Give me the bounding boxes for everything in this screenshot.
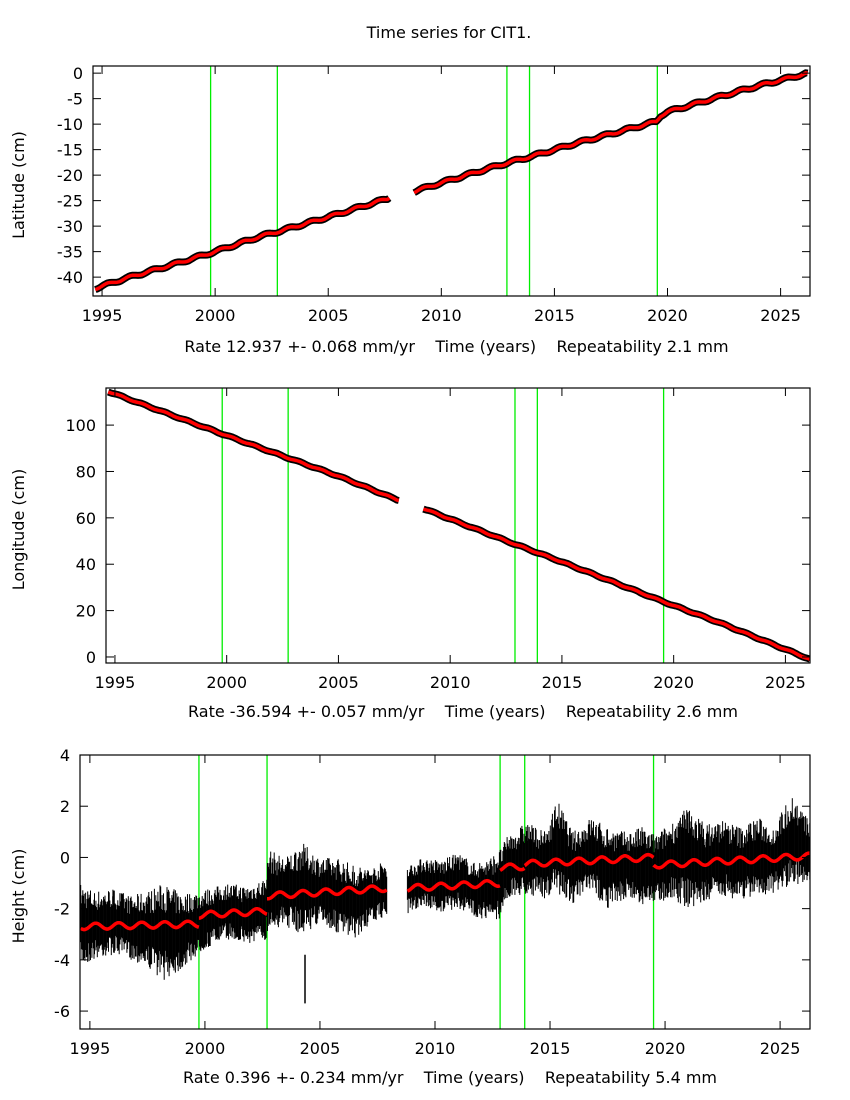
y-tick-label: 2 [60, 797, 70, 816]
x-tick-label: 2005 [308, 306, 349, 325]
y-axis-label: Longitude (cm) [9, 469, 28, 591]
x-tick-label: 2000 [185, 1039, 226, 1058]
model-line [413, 71, 808, 195]
x-axis-label: Rate 0.396 +- 0.234 mm/yr Time (years) R… [183, 1068, 717, 1087]
plot-frame [105, 387, 811, 664]
y-tick-label: -35 [57, 243, 83, 262]
model-line [80, 919, 200, 932]
y-tick-label: 0 [86, 648, 96, 667]
model-line [523, 852, 655, 868]
y-tick-label: -6 [54, 1002, 70, 1021]
model-line [198, 906, 268, 920]
x-tick-label: 2020 [647, 306, 688, 325]
plot-frame [92, 65, 811, 297]
y-tick-label: -5 [67, 90, 83, 109]
x-tick-label: 2015 [534, 306, 575, 325]
y-tick-label: 80 [76, 462, 96, 481]
y-tick-label: 4 [60, 746, 70, 765]
plot-area [106, 388, 810, 663]
x-axis-label: Rate -36.594 +- 0.057 mm/yr Time (years)… [188, 702, 738, 721]
y-tick-label: 60 [76, 509, 96, 528]
model-line [267, 884, 388, 901]
y-tick-label: 0 [73, 64, 83, 83]
plot-area [80, 755, 810, 1029]
y-tick-label: -40 [57, 268, 83, 287]
x-tick-label: 2010 [415, 1039, 456, 1058]
x-tick-label: 1995 [70, 1039, 111, 1058]
x-tick-label: 2020 [653, 673, 694, 692]
y-tick-label: -2 [54, 900, 70, 919]
y-tick-label: 40 [76, 555, 96, 574]
x-tick-label: 2010 [430, 673, 471, 692]
y-tick-label: -20 [57, 166, 83, 185]
y-tick-label: 0 [60, 848, 70, 867]
y-axis-label: Latitude (cm) [9, 131, 28, 239]
y-tick-label: -4 [54, 951, 70, 970]
x-axis-label: Rate 12.937 +- 0.068 mm/yr Time (years) … [184, 337, 728, 356]
x-tick-label: 2015 [542, 673, 583, 692]
x-tick-label: 2025 [760, 1039, 801, 1058]
y-tick-label: 20 [76, 602, 96, 621]
model-line [406, 878, 501, 893]
x-tick-label: 2015 [530, 1039, 571, 1058]
model-line [652, 851, 810, 870]
x-tick-label: 1995 [82, 306, 123, 325]
x-tick-label: 2000 [206, 673, 247, 692]
model-line [499, 862, 526, 872]
y-axis-label: Height (cm) [9, 849, 28, 944]
model-line [422, 507, 810, 661]
y-tick-label: 100 [65, 416, 96, 435]
latitude-panel: 1995 2000 2005 2010 2015 2020 2025 0 -5 -10 -15 -20… [9, 64, 811, 356]
height-panel: 1995 2000 2005 2010 2015 2020 2025 4 2 0 -2 -4 -6 Rat… [9, 746, 811, 1087]
x-tick-label: 2020 [645, 1039, 686, 1058]
y-tick-label: -10 [57, 115, 83, 134]
plot-area [93, 66, 810, 296]
x-tick-label: 2000 [195, 306, 236, 325]
y-tick-label: -30 [57, 217, 83, 236]
plot-frame [79, 754, 811, 1030]
x-tick-label: 1995 [95, 673, 136, 692]
x-tick-label: 2005 [300, 1039, 341, 1058]
model-line [107, 390, 400, 503]
model-line [94, 196, 391, 292]
y-tick-label: -25 [57, 192, 83, 211]
x-tick-label: 2025 [765, 673, 806, 692]
x-tick-label: 2025 [760, 306, 801, 325]
x-tick-label: 2010 [421, 306, 462, 325]
chart-title: Time series for CIT1. [366, 23, 532, 42]
y-tick-label: -15 [57, 141, 83, 160]
longitude-panel: 1995 2000 2005 2010 2015 2020 2025 100 80 60 40 20 0… [9, 387, 811, 721]
x-tick-label: 2005 [318, 673, 359, 692]
